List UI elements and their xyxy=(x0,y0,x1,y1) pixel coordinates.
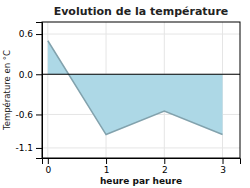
x-axis-title: heure par heure xyxy=(100,176,182,186)
x-tick-mark xyxy=(223,158,224,164)
y-tick-mark xyxy=(36,114,42,115)
y-tick-label: 0.0 xyxy=(19,70,34,80)
y-axis-line xyxy=(36,23,43,159)
x-tick-mark xyxy=(164,158,165,164)
x-tick: 1 xyxy=(104,158,110,175)
y-tick: 0.0 xyxy=(19,70,42,80)
chart: 0 1 2 3 0.6 0.0 -0.6 -1.1 Evolution de la tempér… xyxy=(0,0,250,188)
zero-line xyxy=(42,74,240,75)
x-tick-label: 0 xyxy=(45,165,51,175)
y-tick: 0.6 xyxy=(19,29,42,39)
y-tick-mark xyxy=(36,34,42,35)
y-tick-label: -1.1 xyxy=(15,143,33,153)
x-tick: 3 xyxy=(220,158,226,175)
plot-frame xyxy=(42,22,240,158)
y-axis: 0.6 0.0 -0.6 -1.1 xyxy=(15,23,42,159)
plot: 0 1 2 3 0.6 0.0 -0.6 -1.1 xyxy=(15,22,240,175)
y-tick-mark xyxy=(36,74,42,75)
y-tick-mark xyxy=(36,148,42,149)
title: Evolution de la température xyxy=(54,5,229,18)
grid-line-y xyxy=(42,34,240,35)
grid-line-y xyxy=(42,74,240,75)
x-tick: 2 xyxy=(162,158,168,175)
x-axis-line xyxy=(43,159,241,165)
y-tick-label: 0.6 xyxy=(19,29,34,39)
x-tick: 0 xyxy=(45,158,51,175)
marks xyxy=(42,41,240,135)
x-tick-label: 1 xyxy=(104,165,110,175)
y-axis-title: Température en °C xyxy=(2,50,12,131)
area xyxy=(48,41,223,135)
x-tick-label: 3 xyxy=(220,165,226,175)
line xyxy=(48,41,223,135)
x-tick-mark xyxy=(48,158,49,164)
y-tick-label: -0.6 xyxy=(15,110,33,120)
grid-line-y xyxy=(42,147,240,148)
y-tick: -0.6 xyxy=(15,110,42,120)
x-tick-mark xyxy=(106,158,107,164)
y-tick: -1.1 xyxy=(15,143,42,153)
grid xyxy=(42,22,240,158)
x-tick-label: 2 xyxy=(162,165,168,175)
x-axis: 0 1 2 3 xyxy=(43,158,241,175)
